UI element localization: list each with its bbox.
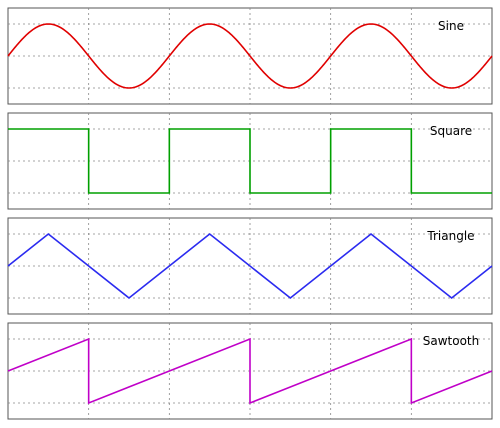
panel-triangle: Triangle bbox=[7, 217, 493, 315]
panel-label-sawtooth: Sawtooth bbox=[423, 334, 479, 348]
panel-label-sine: Sine bbox=[438, 19, 464, 33]
panel-label-square: Square bbox=[430, 124, 472, 138]
panel-sawtooth: Sawtooth bbox=[7, 322, 493, 420]
square-wave bbox=[8, 128, 492, 194]
sawtooth-wave bbox=[7, 337, 493, 405]
panel-label-triangle: Triangle bbox=[426, 229, 474, 243]
panel-square: Square bbox=[7, 112, 493, 210]
triangle-wave bbox=[7, 232, 493, 300]
panel-sine: Sine bbox=[7, 7, 493, 105]
sine-wave bbox=[7, 23, 493, 89]
